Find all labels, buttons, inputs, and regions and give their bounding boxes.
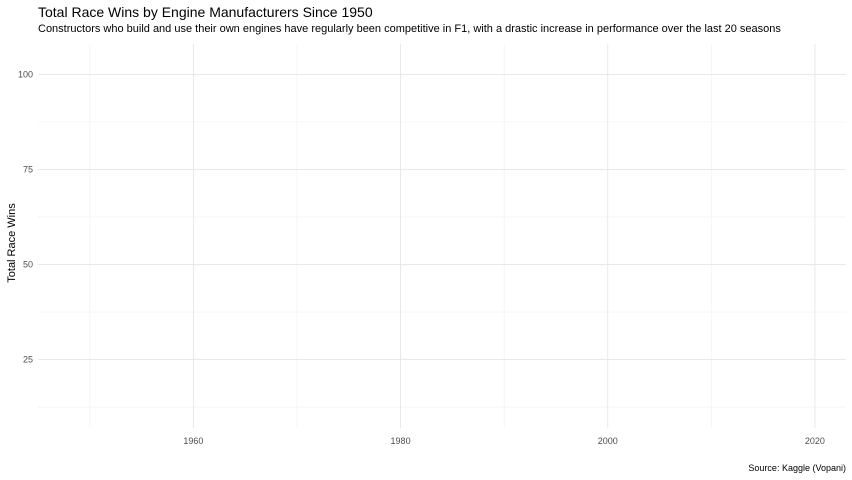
chart-title: Total Race Wins by Engine Manufacturers … [38,4,373,20]
minor-gridlines [38,44,846,428]
y-tick-label: 25 [23,355,33,365]
x-tick-label: 1980 [391,436,411,446]
major-gridlines [38,44,846,428]
x-tick-label: 2000 [598,436,618,446]
chart-subtitle: Constructors who build and use their own… [38,23,781,35]
y-tick-label: 75 [23,164,33,174]
x-tick-label: 1960 [183,436,203,446]
y-axis-tick-labels: 25 50 75 100 [18,69,33,364]
y-tick-label: 100 [18,69,33,79]
chart-caption: Source: Kaggle (Vopani) [748,463,846,473]
x-axis-tick-labels: 1960 1980 2000 2020 [183,436,825,446]
y-tick-label: 50 [23,260,33,270]
y-axis-label: Total Race Wins [6,203,18,283]
x-tick-label: 2020 [805,436,825,446]
